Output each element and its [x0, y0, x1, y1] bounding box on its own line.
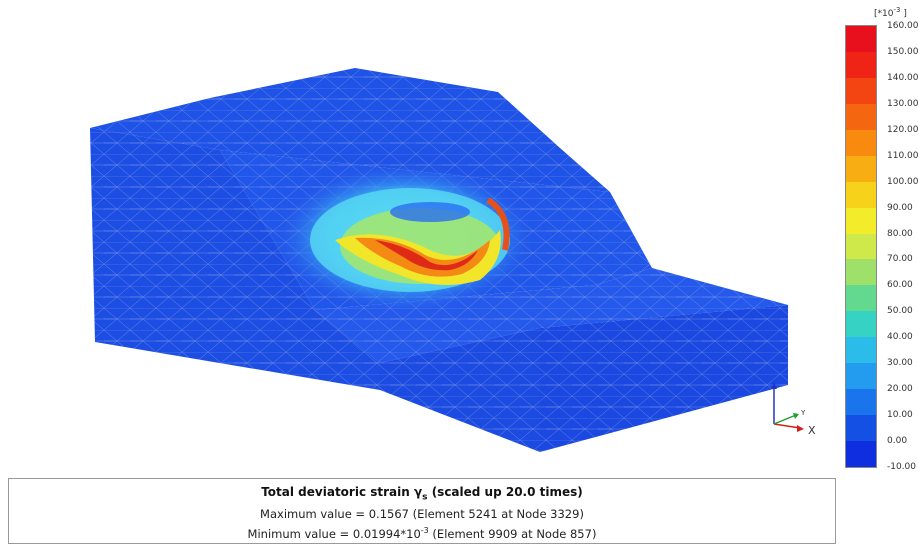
colorbar-tick-label: 30.00: [887, 358, 913, 369]
info-max-value: Maximum value = 0.1567 (Element 5241 at …: [260, 507, 584, 521]
colorbar-tick-label: 40.00: [887, 332, 913, 343]
colorbar: [845, 25, 877, 468]
colorbar-segment: [846, 103, 876, 131]
colorbar-segment: [846, 363, 876, 390]
colorbar-segment: [846, 441, 876, 468]
colorbar-tick-label: 20.00: [887, 384, 913, 395]
colorbar-tick-label: 100.00: [887, 176, 918, 187]
axis-x-label: X: [808, 424, 816, 437]
colorbar-tick-label: 90.00: [887, 202, 913, 213]
colorbar-segment: [846, 26, 876, 53]
axis-triad: X Y: [771, 382, 816, 437]
colorbar-segment: [846, 415, 876, 442]
colorbar-tick-label: 140.00: [887, 72, 918, 83]
colorbar-tick-label: 70.00: [887, 254, 913, 265]
colorbar-tick-label: 110.00: [887, 150, 918, 161]
colorbar-segment: [846, 155, 876, 183]
colorbar-segment: [846, 285, 876, 312]
colorbar-tick-label: 130.00: [887, 98, 918, 109]
colorbar-tick-label: 80.00: [887, 228, 913, 239]
axis-y-label: Y: [800, 409, 806, 417]
strain-band-red: [375, 240, 478, 271]
colorbar-tick-label: 0.00: [887, 436, 908, 447]
info-title: Total deviatoric strain γs (scaled up 20…: [261, 485, 583, 503]
colorbar-segment: [846, 259, 876, 286]
colorbar-segment: [846, 51, 876, 79]
colorbar-segment: [846, 129, 876, 157]
colorbar-segment: [846, 337, 876, 364]
colorbar-tick-label: -10.00: [887, 462, 917, 472]
colorbar-tick-label: 120.00: [887, 124, 918, 135]
strain-arc-right: [486, 197, 510, 251]
colorbar-segment: [846, 77, 876, 105]
colorbar-tick-label: 160.00: [887, 21, 918, 31]
legend-unit: [*10-3 ]: [874, 6, 907, 19]
colorbar-tick-label: 150.00: [887, 46, 918, 57]
colorbar-segment: [846, 207, 876, 235]
colorbar-segment: [846, 311, 876, 338]
info-panel: Total deviatoric strain γs (scaled up 20…: [8, 478, 836, 544]
colorbar-tick-label: 10.00: [887, 410, 913, 421]
colorbar-segment: [846, 181, 876, 209]
fem-mesh-model[interactable]: [0, 0, 830, 470]
colorbar-tick-label: 60.00: [887, 280, 913, 291]
colorbar-segment: [846, 233, 876, 260]
colorbar-tick-label: 50.00: [887, 306, 913, 317]
info-min-value: Minimum value = 0.01994*10-3 (Element 99…: [247, 526, 597, 541]
colorbar-segment: [846, 389, 876, 416]
strain-center-low: [390, 202, 470, 222]
